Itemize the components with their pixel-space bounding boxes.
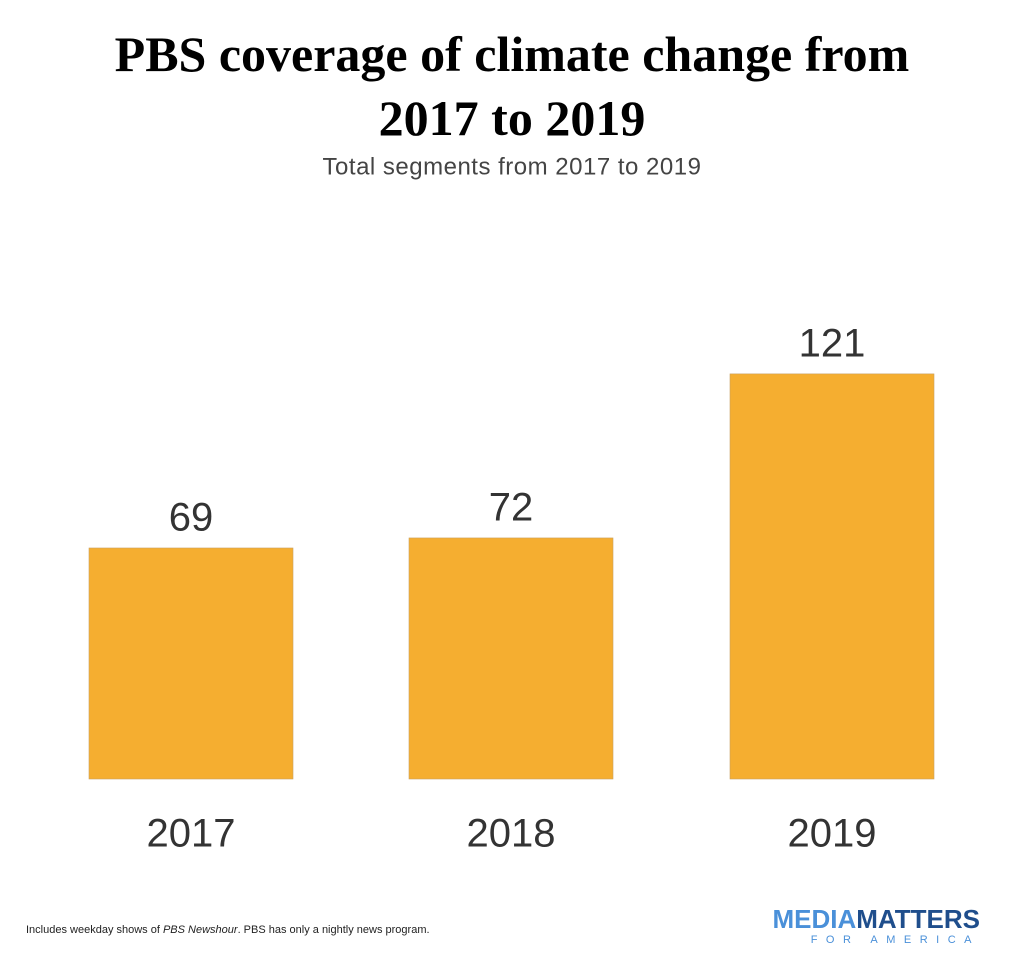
chart-title: PBS coverage of climate change from 2017… [114,26,910,146]
value-label: 72 [489,486,534,530]
note-italic: PBS Newshour [162,924,238,936]
bar [729,373,935,780]
note-text: . PBS has only a nightly news program. [237,924,430,936]
logo-media: MEDIA [772,904,856,934]
logo-main: MEDIAMATTERS [772,904,980,934]
value-label: 69 [169,496,214,540]
bar [88,547,294,780]
logo-sub: FOR AMERICA [811,934,980,946]
footnote: Includes weekday shows of PBS Newshour. … [26,924,430,936]
value-label: 121 [799,321,866,365]
logo-matters: MATTERS [856,904,980,934]
x-tick-label: 2018 [467,812,556,856]
bar [408,537,614,780]
chart-subtitle: Total segments from 2017 to 2019 [323,153,702,180]
note-text: Includes weekday shows of [26,924,163,936]
x-tick-label: 2017 [147,812,236,856]
x-tick-label: 2019 [788,812,877,856]
